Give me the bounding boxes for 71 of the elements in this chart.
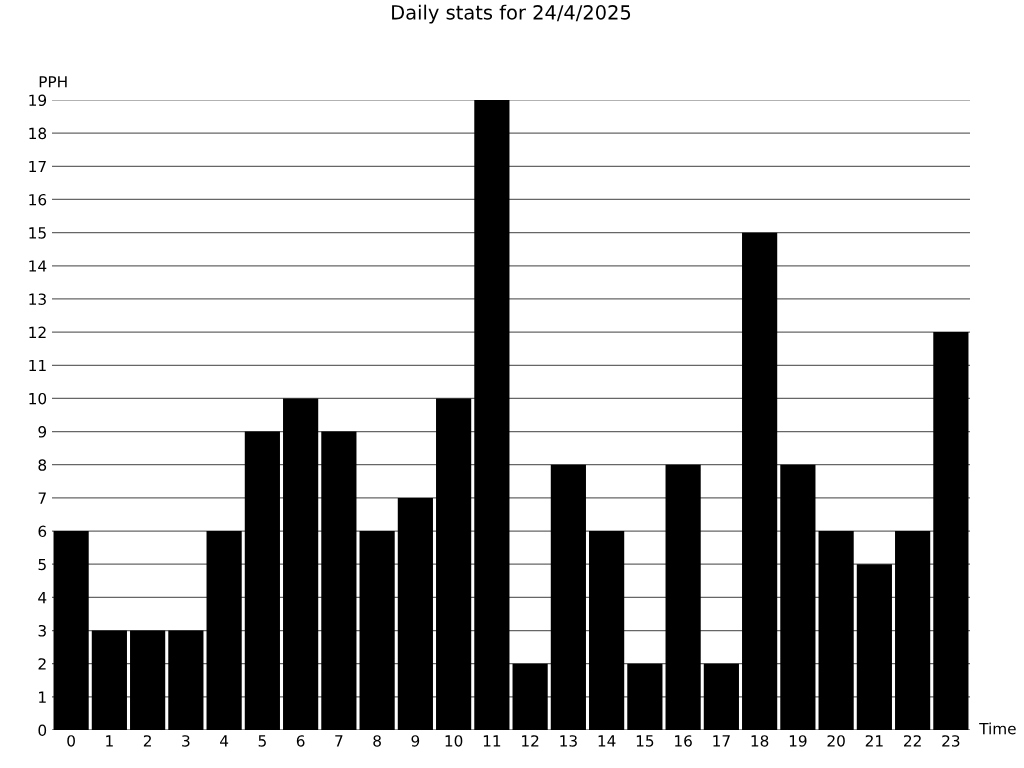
x-tick-label: 13	[560, 735, 577, 747]
x-tick-label: 10	[445, 735, 463, 747]
bar	[436, 398, 472, 730]
y-tick-label: 19	[29, 94, 47, 107]
y-tick-label: 1	[39, 691, 46, 703]
y-tick-label: 11	[29, 359, 46, 372]
x-tick-label: 21	[865, 735, 883, 747]
bar	[91, 630, 127, 730]
y-tick-label: 6	[38, 525, 47, 538]
x-tick-label: 1	[106, 735, 113, 747]
x-tick-label: 8	[373, 735, 381, 747]
y-tick-label: 12	[29, 326, 46, 338]
x-tick-label: 12	[522, 735, 539, 747]
bar	[589, 531, 625, 730]
y-tick-label: 13	[29, 293, 46, 305]
y-axis-title: PPH	[39, 76, 67, 88]
y-tick-label: 3	[38, 624, 46, 637]
x-tick-label: 3	[182, 735, 190, 747]
x-tick-label: 17	[713, 735, 730, 747]
x-tick-label: 4	[220, 735, 229, 747]
bar	[321, 431, 357, 730]
y-tick-label: 16	[29, 193, 47, 206]
bar	[933, 332, 969, 730]
bar	[742, 232, 778, 730]
y-tick-label: 9	[38, 426, 47, 438]
x-tick-label: 19	[789, 735, 807, 747]
bar	[703, 663, 739, 730]
bar	[359, 531, 395, 730]
bar	[397, 497, 433, 730]
bar	[130, 630, 166, 730]
chart-title: Daily stats for 24/4/2025	[392, 4, 631, 24]
x-tick-label: 14	[598, 735, 616, 747]
x-tick-label: 0	[67, 735, 75, 747]
bar	[818, 531, 854, 730]
x-tick-label: 9	[411, 735, 420, 747]
x-tick-label: 20	[827, 735, 845, 747]
x-tick-label: 2	[143, 735, 151, 747]
bar	[780, 464, 816, 730]
bar	[550, 464, 586, 730]
y-tick-label: 10	[29, 392, 47, 405]
x-tick-label: 23	[942, 735, 960, 747]
bar	[244, 431, 280, 730]
y-tick-label: 17	[29, 160, 46, 173]
bar	[627, 663, 663, 730]
bar	[283, 398, 319, 730]
y-tick-label: 7	[38, 492, 46, 504]
bar	[895, 531, 931, 730]
x-tick-label: 22	[904, 735, 921, 747]
bar	[206, 531, 242, 730]
y-tick-label: 4	[38, 592, 47, 604]
x-tick-label: 6	[296, 735, 305, 747]
bar	[512, 663, 548, 730]
y-tick-label: 2	[38, 658, 46, 670]
bar	[53, 531, 89, 730]
bar	[665, 464, 701, 730]
x-tick-label: 15	[636, 735, 654, 747]
bar	[168, 630, 204, 730]
x-tick-label: 16	[675, 735, 692, 747]
y-tick-label: 15	[29, 227, 46, 239]
y-tick-label: 5	[38, 558, 46, 571]
y-tick-label: 8	[38, 459, 47, 471]
x-tick-label: 7	[335, 735, 343, 747]
bar	[474, 100, 510, 730]
x-tick-label: 5	[258, 735, 266, 747]
bar	[856, 564, 892, 730]
x-axis-title: Time	[979, 722, 1016, 735]
x-tick-label: 11	[483, 735, 501, 747]
x-tick-label: 18	[751, 735, 769, 747]
y-tick-label: 18	[29, 127, 47, 140]
y-tick-label: 14	[29, 260, 47, 272]
y-tick-label: 0	[38, 724, 47, 737]
